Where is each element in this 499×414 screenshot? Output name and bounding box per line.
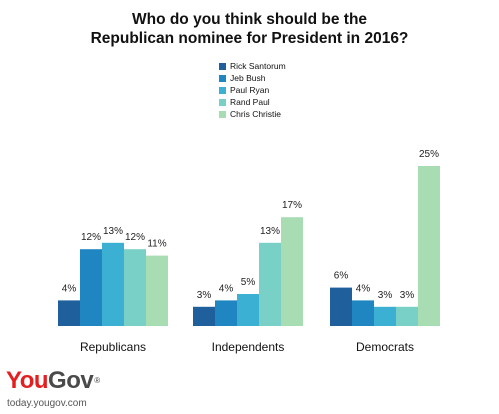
logo-gov: Gov (48, 367, 94, 394)
bar-rand-paul-republicans (124, 249, 146, 326)
bar-chris-christie-independents (281, 217, 303, 326)
bar-chris-christie-republicans (146, 255, 168, 326)
legend-label: Jeb Bush (230, 73, 266, 83)
legend-item-rick-santorum: Rick Santorum (219, 60, 286, 72)
data-label: 3% (400, 290, 415, 301)
bar-rick-santorum-independents (193, 306, 215, 326)
data-label: 5% (241, 277, 256, 288)
chart-title: Who do you think should be the Republica… (0, 10, 499, 48)
legend-label: Chris Christie (230, 109, 282, 119)
legend-swatch (219, 86, 226, 94)
legend-swatch (219, 110, 226, 118)
brand-url: today.yougov.com (7, 398, 87, 409)
legend-item-rand-paul: Rand Paul (219, 96, 286, 108)
bar-rick-santorum-democrats (330, 287, 352, 326)
data-label: 3% (378, 290, 393, 301)
category-label-democrats: Democrats (356, 340, 414, 354)
legend-swatch (219, 98, 226, 106)
category-label-independents: Independents (212, 340, 285, 354)
registered-mark: ® (94, 376, 100, 385)
data-label: 12% (81, 232, 101, 243)
bar-rand-paul-independents (259, 242, 281, 326)
data-label: 3% (197, 290, 212, 301)
bar-paul-ryan-republicans (102, 242, 124, 326)
bar-jeb-bush-independents (215, 300, 237, 326)
legend-label: Rand Paul (230, 97, 270, 107)
data-label: 25% (419, 149, 439, 160)
data-label: 13% (260, 226, 280, 237)
data-label: 4% (62, 283, 77, 294)
data-label: 13% (103, 226, 123, 237)
data-label: 4% (219, 283, 234, 294)
legend-item-paul-ryan: Paul Ryan (219, 84, 286, 96)
bar-paul-ryan-independents (237, 294, 259, 326)
data-label: 6% (334, 271, 349, 282)
chart-legend: Rick Santorum Jeb Bush Paul Ryan Rand Pa… (219, 60, 286, 120)
bar-jeb-bush-republicans (80, 249, 102, 326)
legend-swatch (219, 62, 226, 70)
legend-item-jeb-bush: Jeb Bush (219, 72, 286, 84)
chart-title-line-1: Who do you think should be the (131, 11, 368, 28)
legend-label: Paul Ryan (230, 85, 270, 95)
legend-swatch (219, 74, 226, 82)
bar-paul-ryan-democrats (374, 306, 396, 326)
legend-label: Rick Santorum (230, 61, 286, 71)
bar-jeb-bush-democrats (352, 300, 374, 326)
chart-title-line-2: Republican nominee for President in 2016… (90, 30, 409, 47)
data-label: 17% (282, 200, 302, 211)
legend-item-chris-christie: Chris Christie (219, 108, 286, 120)
bar-rand-paul-democrats (396, 306, 418, 326)
data-label: 4% (356, 283, 371, 294)
data-label: 11% (147, 239, 166, 250)
yougov-logo: YouGov® (6, 368, 100, 394)
logo-you: You (6, 367, 49, 394)
bar-chris-christie-democrats (418, 166, 440, 326)
data-label: 12% (125, 232, 145, 243)
bar-rick-santorum-republicans (58, 300, 80, 326)
category-label-republicans: Republicans (80, 340, 146, 354)
